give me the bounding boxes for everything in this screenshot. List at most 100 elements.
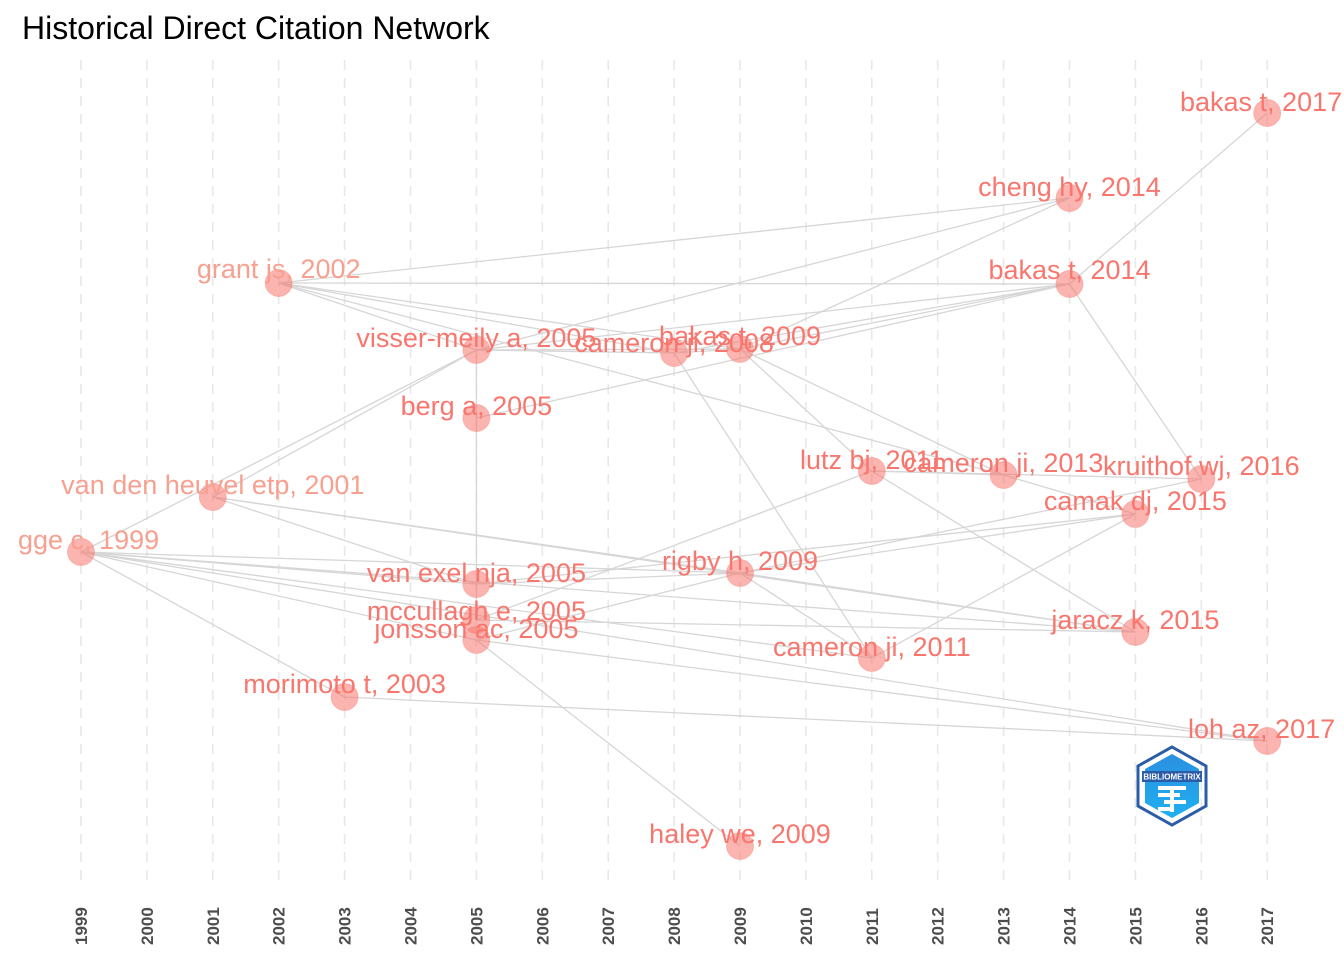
label-cameron2011: cameron ji, 2011	[773, 632, 971, 662]
citation-edge	[212, 349, 477, 498]
year-tick-2016: 2016	[1192, 907, 1211, 945]
year-tick-2004: 2004	[402, 907, 421, 945]
paper-nodes	[67, 99, 1282, 860]
year-tick-2003: 2003	[336, 907, 355, 945]
citation-edge	[278, 197, 1070, 284]
label-vanexel2005: van exel nja, 2005	[367, 558, 586, 588]
label-bakas2014: bakas t, 2014	[988, 255, 1150, 285]
citation-edge	[739, 348, 873, 472]
node-cameron2013[interactable]	[989, 461, 1018, 489]
node-bakas2017[interactable]	[1253, 99, 1282, 127]
year-tick-2015: 2015	[1126, 907, 1145, 945]
label-bakas2009: bakas t, 2009	[659, 321, 821, 351]
node-cameron2011[interactable]	[857, 644, 886, 672]
node-bakas2014[interactable]	[1055, 270, 1084, 298]
citation-edge	[739, 513, 1136, 574]
page-title: Historical Direct Citation Network	[22, 10, 490, 46]
citation-edge	[476, 283, 1070, 351]
year-tick-2012: 2012	[929, 907, 948, 945]
label-visser2005: visser-meily a, 2005	[356, 323, 596, 353]
citation-edge	[871, 513, 1136, 659]
year-tick-2001: 2001	[204, 907, 223, 945]
node-bakas2009[interactable]	[726, 335, 754, 363]
citation-edge	[475, 639, 741, 847]
citation-edge	[476, 513, 1136, 585]
year-tick-2007: 2007	[599, 907, 618, 945]
citation-edge	[739, 283, 1070, 350]
label-mccullagh2005: mccullagh e, 2005	[367, 596, 586, 626]
label-haley2009: haley we, 2009	[649, 819, 831, 849]
year-tick-2014: 2014	[1061, 907, 1080, 945]
node-jaracz2015[interactable]	[1121, 618, 1150, 646]
node-vdh2001[interactable]	[198, 483, 227, 511]
citation-edge	[871, 470, 1136, 633]
citation-edge	[80, 551, 1136, 633]
label-rigby2009: rigby h, 2009	[662, 546, 818, 576]
node-haley2009[interactable]	[726, 832, 754, 860]
year-tick-2017: 2017	[1258, 907, 1277, 945]
citation-edge	[739, 348, 1004, 476]
node-loh2017[interactable]	[1253, 727, 1282, 755]
citation-edge	[80, 551, 741, 574]
node-grant2002[interactable]	[264, 269, 293, 297]
citation-edge	[739, 478, 1202, 574]
label-kruithof2016: kruithof wj, 2016	[1103, 451, 1300, 481]
label-morimoto2003: morimoto t, 2003	[243, 669, 446, 699]
year-tick-2009: 2009	[731, 907, 750, 945]
label-loh2017: loh az, 2017	[1188, 714, 1335, 744]
year-tick-2002: 2002	[270, 907, 289, 945]
citation-edge	[344, 696, 1268, 742]
node-lutz2011[interactable]	[857, 457, 886, 485]
citation-edge	[476, 470, 873, 621]
node-cameron2008[interactable]	[660, 339, 689, 367]
logo-text: BIBLIOMETRIX	[1143, 773, 1201, 782]
citation-edge	[80, 551, 1268, 742]
year-tick-2013: 2013	[995, 907, 1014, 945]
citation-edge	[476, 572, 741, 641]
citation-edge	[80, 349, 477, 553]
node-camak2015[interactable]	[1121, 500, 1150, 528]
node-berg2005[interactable]	[462, 404, 491, 432]
label-bakas2017: bakas t, 2017	[1180, 87, 1342, 117]
label-cameron2008: cameron ji, 2008	[574, 328, 774, 358]
citation-edge	[739, 197, 1070, 350]
citation-edge	[476, 283, 1070, 419]
label-gge1999: gge c, 1999	[18, 525, 159, 555]
label-lutz2011: lutz bj, 2011	[800, 445, 944, 475]
year-tick-1999: 1999	[72, 907, 91, 945]
bibliometrix-logo: BIBLIOMETRIX	[1136, 745, 1208, 827]
label-berg2005: berg a, 2005	[401, 391, 553, 421]
citation-edge	[476, 619, 1136, 633]
paper-labels: bakas t, 2017 cheng hy, 2014 bakas t, 2014…	[18, 87, 1342, 849]
citation-edge	[476, 572, 741, 585]
citation-edge	[80, 551, 477, 641]
node-vanexel2005[interactable]	[462, 570, 491, 598]
citation-edge	[278, 282, 741, 350]
year-tick-2000: 2000	[138, 907, 157, 945]
year-tick-2011: 2011	[863, 908, 882, 945]
label-jonsson2005: jonsson ac, 2005	[373, 614, 578, 644]
node-visser2005[interactable]	[462, 336, 491, 364]
node-cheng2014[interactable]	[1055, 184, 1084, 212]
node-jonsson2005[interactable]	[462, 626, 491, 654]
citation-edge	[278, 282, 477, 351]
node-gge1999[interactable]	[67, 538, 95, 566]
citation-edge	[476, 639, 1268, 742]
label-jaracz2015: jaracz k, 2015	[1050, 605, 1219, 635]
citation-edge	[476, 349, 675, 354]
year-tick-2006: 2006	[533, 907, 552, 945]
citation-edge	[278, 282, 1070, 285]
node-morimoto2003[interactable]	[330, 683, 359, 711]
node-rigby2009[interactable]	[726, 559, 754, 587]
label-cheng2014: cheng hy, 2014	[978, 172, 1161, 202]
citation-edge	[1003, 474, 1136, 515]
citation-edge	[739, 572, 1136, 633]
citation-edge	[476, 197, 1070, 351]
label-cameron2013: cameron ji, 2013	[904, 448, 1104, 478]
node-kruithof2016[interactable]	[1187, 465, 1216, 493]
citation-edge	[871, 470, 1202, 480]
year-axis: 1999 2000 2001 2002 2003 2004 2005 2006 2007 2008…	[72, 907, 1277, 945]
label-camak2015: camak dj, 2015	[1044, 486, 1227, 516]
citation-edge	[212, 496, 477, 585]
